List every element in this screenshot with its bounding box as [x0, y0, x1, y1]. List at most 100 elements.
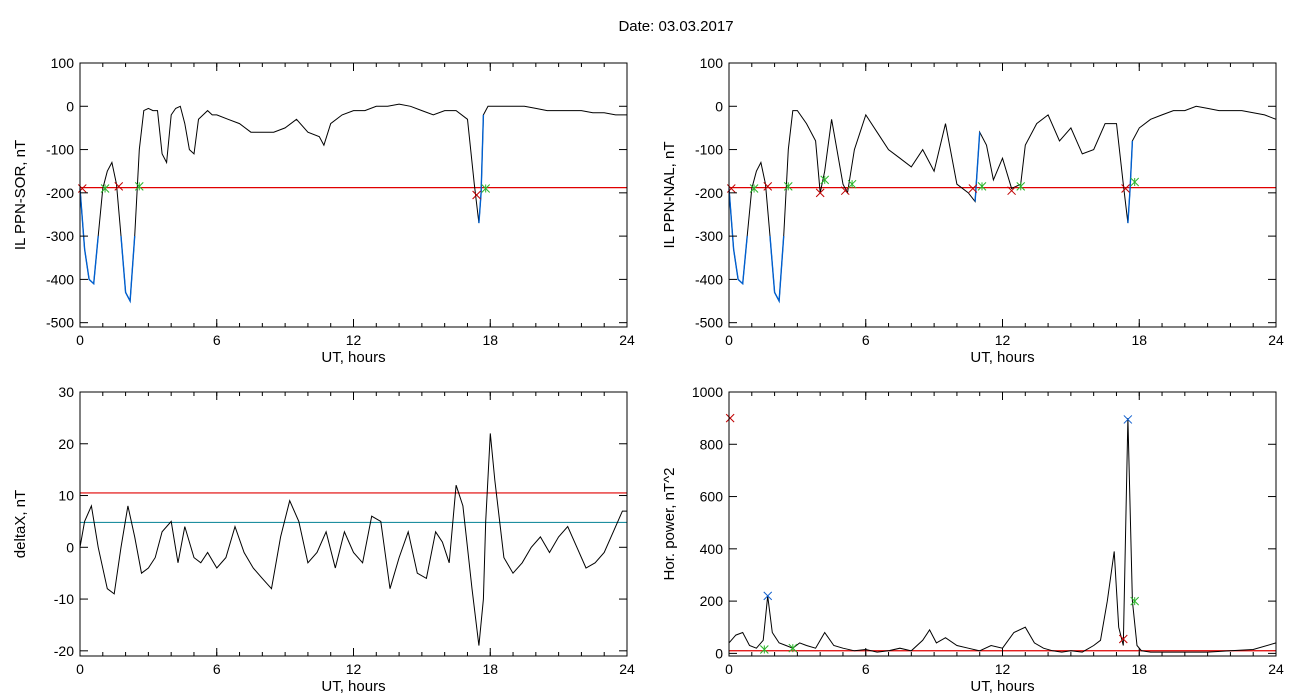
x-tick-label: 18 — [482, 661, 498, 677]
marker-red — [815, 188, 825, 198]
panel-hor-power: 0 6 12 18 24 1000 800 600 400 200 0 UT, hours Hor. p… — [661, 384, 1284, 695]
y-tick-label: -10 — [54, 591, 74, 607]
x-tick-label: 6 — [213, 661, 221, 677]
y-tick-label: 0 — [66, 539, 74, 555]
y-tick-label: -100 — [695, 142, 723, 158]
y-tick-label: 1000 — [692, 384, 723, 400]
marker-red — [968, 184, 978, 193]
y-tick-label: 0 — [66, 98, 74, 114]
plot-frame — [79, 62, 628, 328]
x-axis-label: UT, hours — [321, 678, 385, 695]
highlight-segment — [478, 114, 485, 224]
x-tick-label: 6 — [213, 332, 221, 348]
x-tick-label: 12 — [995, 661, 1011, 677]
y-tick-label: -300 — [46, 228, 74, 244]
x-tick-label: 0 — [725, 661, 733, 677]
series-line — [728, 105, 1277, 303]
marker-red — [1007, 186, 1016, 196]
y-tick-label: -300 — [695, 228, 723, 244]
y-tick-label: 0 — [715, 98, 723, 114]
marker-red — [725, 413, 735, 423]
marker-blue — [763, 591, 773, 601]
x-tick-label: 24 — [619, 332, 635, 348]
panel-deltax: 0 6 12 18 24 30 20 10 0 -10 -20 UT, hours deltaX, nT — [12, 384, 635, 695]
y-tick-label: -20 — [54, 643, 74, 659]
marker-green — [1130, 177, 1140, 187]
y-axis-label: Hor. power, nT^2 — [661, 468, 678, 581]
y-tick-label: -100 — [46, 142, 74, 158]
highlight-segment — [79, 188, 99, 286]
y-axis-label: deltaX, nT — [12, 490, 29, 558]
y-tick-label: 10 — [58, 488, 74, 504]
marker-red — [472, 190, 481, 200]
series-line — [728, 418, 1277, 653]
x-tick-label: 0 — [725, 332, 733, 348]
highlight-segment — [728, 188, 748, 286]
x-axis-label: UT, hours — [970, 349, 1034, 366]
marker-green — [134, 181, 144, 191]
x-tick-label: 0 — [76, 661, 84, 677]
marker-green — [783, 181, 793, 191]
y-tick-label: -400 — [46, 271, 74, 287]
y-tick-label: 0 — [715, 645, 723, 661]
marker-green — [847, 179, 857, 189]
x-tick-label: 18 — [1131, 332, 1147, 348]
marker-green — [788, 643, 798, 653]
x-tick-label: 12 — [346, 332, 362, 348]
x-tick-label: 12 — [995, 332, 1011, 348]
y-tick-label: 400 — [700, 541, 724, 557]
x-tick-label: 24 — [1268, 332, 1284, 348]
highlight-segment — [1127, 140, 1134, 224]
x-axis-label: UT, hours — [970, 678, 1034, 695]
y-tick-label: -200 — [695, 185, 723, 201]
plot-frame — [79, 391, 628, 657]
y-tick-label: -500 — [695, 315, 723, 331]
marker-red — [763, 181, 773, 191]
y-tick-label: -200 — [46, 185, 74, 201]
page-title: Date: 03.03.2017 — [618, 18, 734, 35]
x-tick-label: 12 — [346, 661, 362, 677]
marker-blue — [1123, 415, 1133, 424]
highlight-segment — [974, 132, 981, 202]
series-line — [79, 433, 627, 646]
x-tick-label: 18 — [482, 332, 498, 348]
x-tick-label: 6 — [862, 661, 870, 677]
y-tick-label: 30 — [58, 384, 74, 400]
marker-red — [77, 184, 87, 193]
y-tick-label: -400 — [695, 271, 723, 287]
marker-green — [1016, 181, 1026, 191]
plot-frame — [728, 391, 1277, 657]
plot-frame — [728, 62, 1277, 328]
y-tick-label: 100 — [51, 55, 75, 71]
x-tick-label: 0 — [76, 332, 84, 348]
y-tick-label: -500 — [46, 315, 74, 331]
marker-red — [1118, 634, 1128, 644]
x-tick-label: 24 — [619, 661, 635, 677]
highlight-segment — [769, 236, 785, 304]
marker-green — [100, 184, 110, 193]
marker-green — [481, 184, 491, 193]
marker-red — [726, 184, 736, 193]
marker-green — [749, 184, 759, 193]
y-axis-label: IL PPN-NAL, nT — [661, 142, 678, 249]
x-axis-label: UT, hours — [321, 349, 385, 366]
marker-red — [114, 181, 124, 191]
marker-green — [759, 645, 769, 654]
marker-green — [820, 175, 830, 185]
marker-green — [977, 181, 987, 191]
y-tick-label: 20 — [58, 436, 74, 452]
panel-ppn-nal: 0 6 12 18 24 100 0 -100 -200 -300 -400 -500 UT, hour… — [661, 55, 1284, 366]
y-axis-label: IL PPN-SOR, nT — [12, 140, 29, 250]
y-tick-label: 100 — [700, 55, 724, 71]
series-line — [79, 103, 627, 303]
x-tick-label: 24 — [1268, 661, 1284, 677]
y-tick-label: 800 — [700, 436, 724, 452]
panel-ppn-sor: 0 6 12 18 24 100 0 -100 -200 -300 -400 -500 UT, hour… — [12, 55, 635, 366]
y-tick-label: 200 — [700, 593, 724, 609]
x-tick-label: 18 — [1131, 661, 1147, 677]
x-tick-label: 6 — [862, 332, 870, 348]
marker-green — [1130, 596, 1140, 606]
y-tick-label: 600 — [700, 489, 724, 505]
marker-red — [1121, 184, 1130, 193]
